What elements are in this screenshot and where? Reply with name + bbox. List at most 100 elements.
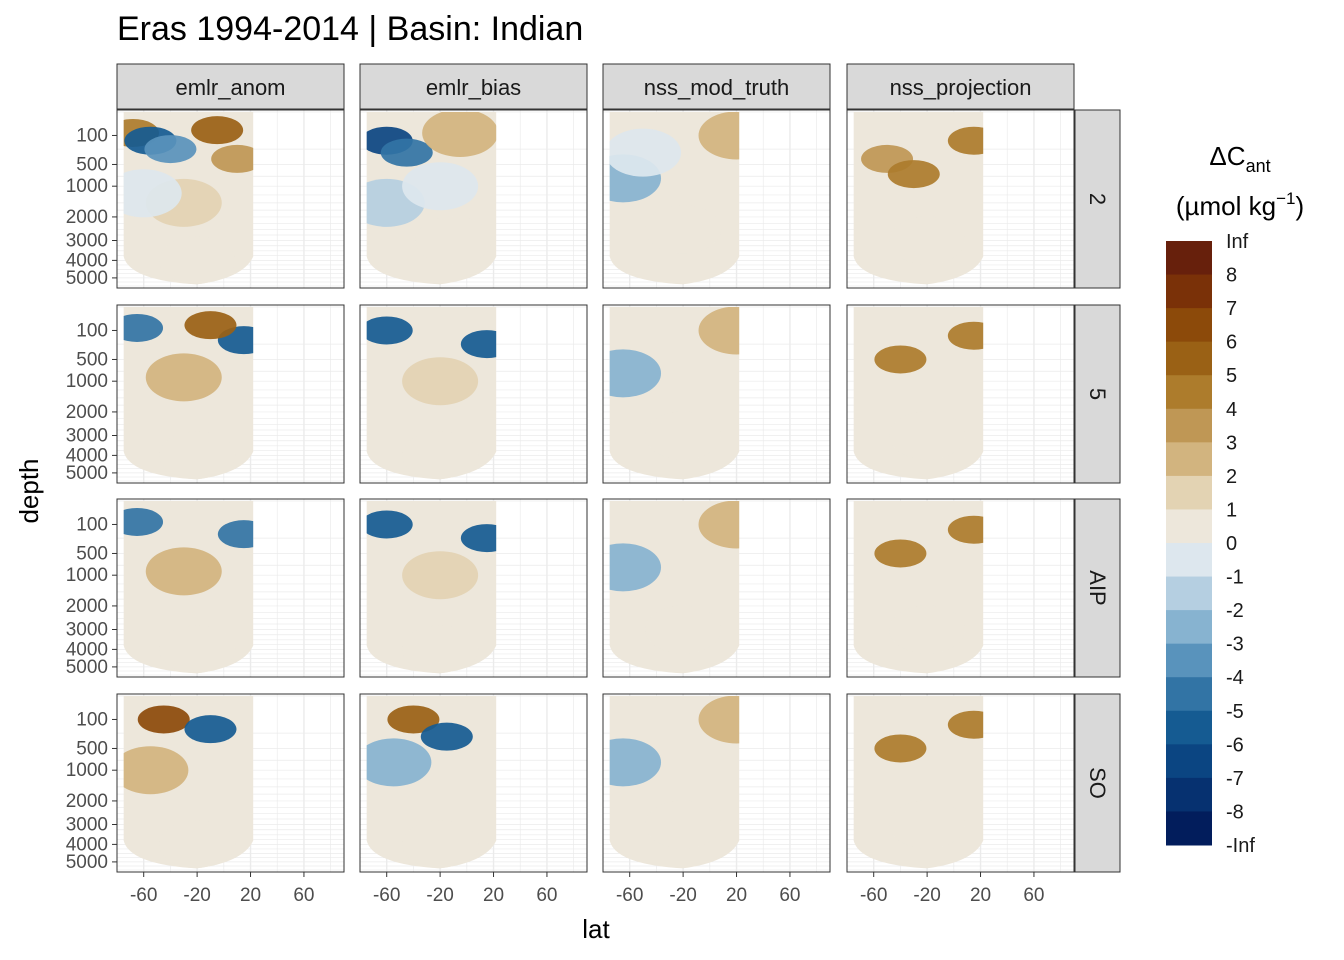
field-patches bbox=[123, 705, 237, 869]
panel-border bbox=[359, 693, 588, 873]
y-tick-label: 3000 bbox=[66, 426, 108, 447]
column-strip-label: emlr_anom bbox=[175, 75, 285, 100]
x-tick-label: 20 bbox=[970, 885, 991, 906]
row-strip-label: SO bbox=[1085, 767, 1110, 799]
facet-grid: emlr_anom emlr_bias nss_mod_truth nss_proje… bbox=[66, 63, 1121, 906]
field-patch bbox=[947, 515, 984, 544]
facet-panel bbox=[359, 304, 588, 484]
legend-title-main: ΔC bbox=[1209, 141, 1245, 171]
field-patch bbox=[217, 520, 254, 549]
field-patch bbox=[366, 316, 413, 345]
field-patch bbox=[191, 116, 244, 145]
y-tick-label: 1000 bbox=[66, 565, 108, 586]
y-tick-label: 5000 bbox=[66, 268, 108, 289]
y-tick-label: 2000 bbox=[66, 207, 108, 228]
legend: ΔCant (µmol kg−1) Inf 8 7 6 5 4 3 2 1 0 -1 -2 -3 -4 -5 -6… bbox=[1166, 141, 1304, 857]
legend-color-swatch bbox=[1166, 677, 1212, 712]
field-patch bbox=[184, 311, 237, 340]
panel-border bbox=[846, 498, 1075, 678]
field-patch bbox=[159, 820, 236, 869]
field-patches bbox=[366, 510, 497, 674]
legend-color-swatch bbox=[1166, 509, 1212, 544]
facet-panel: -60 -20 20 60 bbox=[846, 693, 1075, 906]
field-patch bbox=[387, 705, 440, 734]
legend-color-swatch bbox=[1166, 576, 1212, 611]
panel-border bbox=[116, 304, 345, 484]
field-patch bbox=[123, 507, 164, 536]
x-tick-label: -20 bbox=[426, 885, 453, 906]
chart-title: Eras 1994-2014 | Basin: Indian bbox=[117, 10, 583, 48]
field-patches bbox=[861, 126, 984, 265]
facet-panel bbox=[602, 109, 831, 289]
legend-color-swatch bbox=[1166, 408, 1212, 443]
field-patch bbox=[123, 313, 164, 342]
legend-color-swatch bbox=[1166, 543, 1212, 578]
x-tick-label: 20 bbox=[726, 885, 747, 906]
y-tick-label: 1000 bbox=[66, 176, 108, 197]
x-tick-label: -20 bbox=[913, 885, 940, 906]
field-patches bbox=[123, 507, 254, 674]
field-patch bbox=[874, 345, 927, 374]
panel-border bbox=[116, 109, 345, 289]
field-patch bbox=[889, 800, 966, 849]
facet-panel bbox=[359, 498, 588, 678]
column-strip-label: emlr_bias bbox=[426, 75, 521, 100]
row-strip-label: 2 bbox=[1085, 193, 1110, 205]
x-tick-label: 60 bbox=[779, 885, 800, 906]
y-tick-label: 4000 bbox=[66, 834, 108, 855]
x-tick-label: -60 bbox=[373, 885, 400, 906]
y-tick-label: 4000 bbox=[66, 445, 108, 466]
legend-label: 4 bbox=[1226, 399, 1237, 421]
field-patch bbox=[947, 126, 984, 155]
y-tick-label: 1000 bbox=[66, 371, 108, 392]
field-patch bbox=[889, 411, 966, 460]
field-patch bbox=[645, 605, 722, 654]
legend-label: -8 bbox=[1226, 801, 1244, 823]
legend-color-swatch bbox=[1166, 341, 1212, 376]
legend-label: 7 bbox=[1226, 298, 1237, 320]
field-patches bbox=[366, 705, 479, 869]
legend-label: -3 bbox=[1226, 634, 1244, 656]
legend-color-swatch bbox=[1166, 274, 1212, 309]
y-tick-label: 5000 bbox=[66, 657, 108, 678]
legend-title-sub: ant bbox=[1246, 156, 1271, 176]
field-patches bbox=[609, 501, 740, 654]
field-patch bbox=[947, 710, 984, 739]
column-strip bbox=[116, 63, 345, 110]
legend-label: -Inf bbox=[1226, 835, 1255, 857]
field-patch bbox=[402, 625, 479, 674]
legend-label: -5 bbox=[1226, 701, 1244, 723]
x-tick-label: 20 bbox=[483, 885, 504, 906]
legend-label: -7 bbox=[1226, 768, 1244, 790]
field-patch bbox=[698, 696, 740, 744]
legend-color-swatch bbox=[1166, 308, 1212, 343]
field-patches bbox=[874, 710, 984, 849]
legend-label: 1 bbox=[1226, 499, 1237, 521]
legend-label: 5 bbox=[1226, 365, 1237, 387]
legend-label: 0 bbox=[1226, 533, 1237, 555]
field-patches bbox=[366, 112, 497, 265]
row-strip bbox=[1074, 109, 1121, 289]
field-patches bbox=[609, 112, 740, 254]
x-tick-label: 20 bbox=[240, 885, 261, 906]
field-patch bbox=[137, 705, 190, 734]
y-tick-label: 5000 bbox=[66, 463, 108, 484]
y-tick-label: 4000 bbox=[66, 250, 108, 271]
field-patch bbox=[159, 236, 236, 285]
field-patch bbox=[874, 734, 927, 763]
panel-border bbox=[359, 109, 588, 289]
legend-color-swatch bbox=[1166, 442, 1212, 477]
x-tick-label: -60 bbox=[860, 885, 887, 906]
field-patch bbox=[609, 128, 682, 177]
field-patch bbox=[947, 321, 984, 350]
panel-border bbox=[846, 693, 1075, 873]
y-axis-title: depth bbox=[14, 458, 44, 523]
field-patch bbox=[402, 431, 479, 480]
field-patch bbox=[874, 539, 927, 568]
y-tick-label: 2000 bbox=[66, 791, 108, 812]
field-patch bbox=[415, 216, 492, 265]
field-patch bbox=[159, 625, 236, 674]
row-strip-label: AIP bbox=[1085, 570, 1110, 605]
